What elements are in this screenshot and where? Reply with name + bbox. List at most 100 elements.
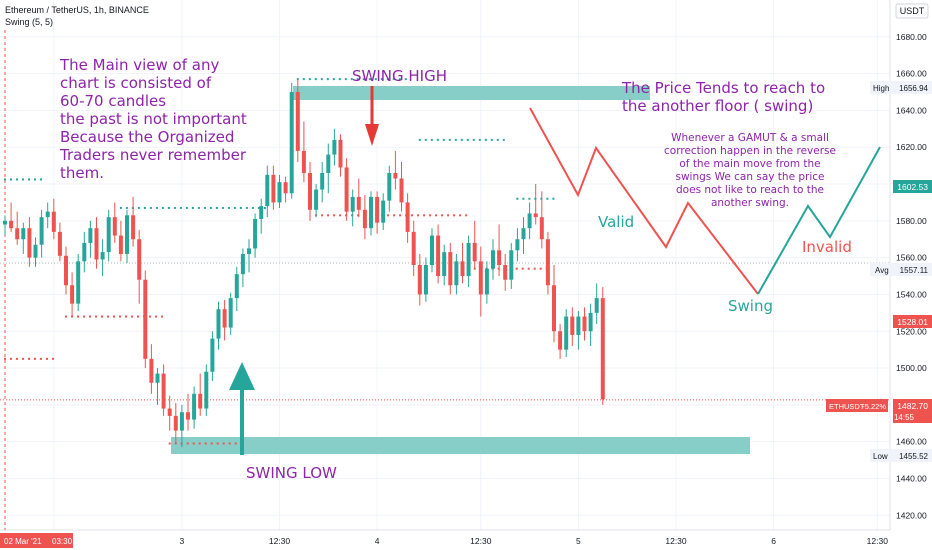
candle [350,189,355,227]
note-line: does not like to reach to the [676,184,824,196]
swing-level-dot [10,178,12,181]
candle [216,301,221,350]
note-line: another swing. [711,197,789,209]
candle-body [381,200,386,223]
candle-body [204,371,209,409]
candle-body [94,228,99,260]
candle [314,184,319,218]
swing-level-dot [380,78,383,81]
swing-level-dot [161,206,164,209]
swing-level-dot [168,442,171,445]
swing-level-dot [478,138,481,141]
candle-body [15,228,20,240]
candle [436,224,441,284]
candle-body [356,196,361,210]
swing-level-dot [333,214,336,217]
swing-label: Swing [728,297,773,315]
candle-body [326,154,331,173]
candle-body [222,309,227,328]
candle [125,209,129,264]
swing-level-dot [430,138,433,141]
candle [70,272,75,317]
candle [362,195,367,240]
candle-body [448,252,453,286]
swing-level-dot [204,442,207,445]
high-marker-label: High [873,84,889,93]
swing-level-dot [344,78,347,81]
candle [33,237,38,267]
last-price-marker: ETHUSDT -5.22% 1482.70 14:55 [826,399,932,423]
candle-body [283,182,288,194]
low-marker-value: 1455.52 [899,452,928,461]
candle-body [332,139,337,155]
candle [240,248,245,288]
note-line: Whenever a GAMUT & a small [671,132,829,144]
candle [423,257,428,302]
swing-level-dot [245,206,248,209]
candle [9,202,14,232]
candle-body [515,239,520,251]
swing-level-dot [374,78,377,81]
swing-level-dot [185,206,188,209]
candle [112,202,117,243]
last-price-value: 1482.70 [897,401,928,411]
candle [173,403,178,444]
candle-body [545,239,550,286]
avg-marker-label: Avg [875,266,889,275]
candle-body [539,217,544,240]
candle [198,373,203,416]
swing-level-dot [167,206,170,209]
candle-body [57,231,62,256]
candle-body [27,228,32,258]
candle-body [192,393,197,420]
red-marker-value: 1528.01 [897,317,928,327]
candle-body [88,228,93,243]
time-tick-label: 5 [576,536,581,546]
candle [234,266,239,312]
swing-high-zone [293,86,650,100]
candle [375,191,380,234]
candle-body [131,215,136,240]
candle [558,323,563,359]
candle [497,224,502,277]
swing-level-dot [356,78,359,81]
swing-level-dot [95,315,97,318]
swing-level-dot [350,78,353,81]
avg-marker-value: 1557.11 [900,266,929,275]
swing-level-dot [466,138,469,141]
last-symbol: ETHUSDT [829,402,865,411]
candle [356,178,361,218]
swing-level-dot [234,442,237,445]
candle [399,161,404,212]
swing-level-dot [155,206,158,209]
swing-level-dot [34,178,36,181]
note-line: 60-70 candles [60,92,166,110]
candle-body [265,174,270,207]
candle-body [167,408,172,416]
swing-level-dot [16,357,18,360]
last-countdown: 14:55 [894,413,915,422]
swing-level-dot [215,206,218,209]
swing-level-dot [137,206,140,209]
candle [94,217,99,269]
candle [393,150,398,190]
swing-level-dot [527,267,530,270]
candle [186,393,190,431]
swing-level-dot [460,138,463,141]
swing-level-dot [197,206,200,209]
candle-body [155,373,160,383]
candle-body [491,250,495,269]
candle-body [564,316,569,350]
time-tick-label: 12:30 [269,536,291,546]
note-line: Traders never remember [59,146,247,164]
main-view-note: The Main view of any chart is consisted … [59,56,247,182]
price-tick-label: 1580.00 [896,216,927,226]
swing-level-dot [119,206,122,209]
candle [45,202,50,229]
swing-level-dot [233,206,236,209]
candle [448,242,453,295]
swing-level-dot [137,315,139,318]
candle-body [51,211,56,232]
